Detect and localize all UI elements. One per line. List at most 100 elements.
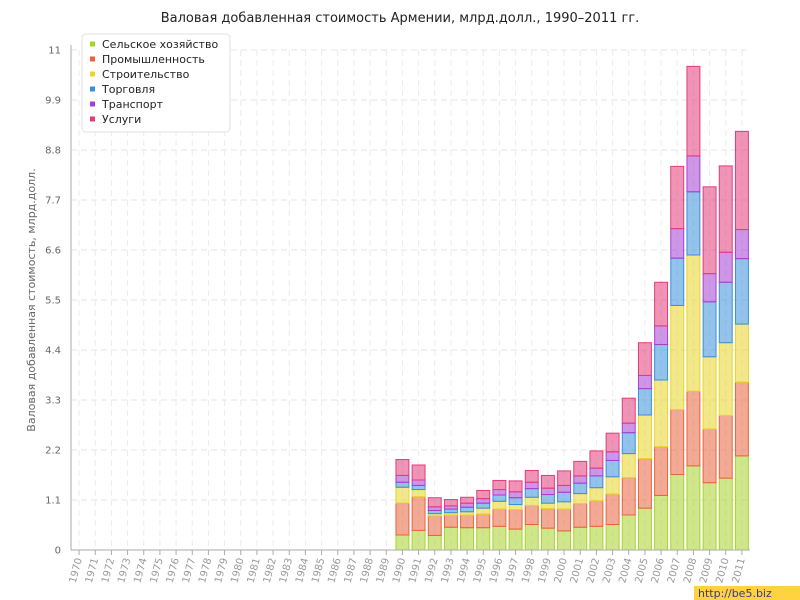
- x-tick-label: 1977: [181, 557, 198, 584]
- bar-segment: [718, 281, 733, 344]
- bar-segment: [460, 502, 475, 508]
- x-tick-label: 1978: [197, 557, 214, 584]
- bar-segment: [637, 374, 652, 390]
- bar-segment: [637, 414, 652, 460]
- y-tick-label: 4.4: [45, 346, 61, 357]
- bar-segment: [508, 504, 523, 511]
- bar-segment: [670, 409, 685, 476]
- bar-segment: [540, 502, 555, 510]
- x-tick-label: 2004: [617, 557, 634, 584]
- legend-swatch: [90, 101, 95, 107]
- bar-segment: [702, 186, 717, 275]
- x-tick-label: 1985: [310, 557, 327, 584]
- bar-segment: [637, 342, 652, 376]
- legend-label: Торговля: [101, 83, 155, 96]
- bar-segment: [524, 496, 539, 506]
- x-tick-label: 1993: [440, 557, 457, 584]
- y-tick-label: 0: [55, 546, 61, 557]
- x-tick-label: 1995: [472, 557, 489, 584]
- bar-segment: [734, 323, 749, 383]
- bar-segment: [654, 446, 669, 496]
- bar-segment: [476, 527, 491, 551]
- bar-segment: [411, 496, 426, 531]
- watermark-badge: http://be5.biz: [694, 586, 800, 600]
- bar-segment: [492, 489, 507, 496]
- x-tick-label: 1975: [149, 557, 166, 584]
- watermark-text: http://be5.biz: [698, 587, 772, 600]
- bar-segment: [540, 474, 555, 489]
- x-tick-label: 1997: [504, 557, 521, 584]
- bar-segment: [508, 480, 523, 493]
- x-tick-label: 1998: [520, 557, 537, 584]
- chart-title: Валовая добавленная стоимость Армении, м…: [161, 11, 640, 26]
- bar-segment: [557, 470, 572, 486]
- bar-segment: [395, 486, 410, 504]
- legend-swatch: [90, 71, 95, 77]
- bar-segment: [460, 527, 475, 551]
- x-tick-label: 1971: [84, 557, 101, 584]
- y-tick-label: 7.7: [45, 196, 61, 207]
- x-tick-label: 1979: [213, 557, 230, 584]
- bar-segment: [573, 493, 588, 505]
- bar-segment: [734, 455, 749, 551]
- bar-segment: [702, 356, 717, 430]
- bar-segment: [637, 388, 652, 416]
- x-tick-label: 2006: [650, 557, 667, 584]
- y-tick-label: 5.5: [45, 296, 61, 307]
- x-tick-label: 1972: [100, 557, 117, 584]
- bar-segment: [686, 65, 701, 157]
- bar-segment: [573, 482, 588, 495]
- bar-segment: [605, 524, 620, 551]
- bar-segment: [573, 460, 588, 477]
- y-axis-label: Валовая добавленная стоимость, млрд.долл…: [25, 168, 38, 431]
- legend-box: [81, 33, 231, 133]
- bar-segment: [540, 527, 555, 551]
- bar-segment: [395, 459, 410, 476]
- bar-segment: [476, 489, 491, 500]
- y-tick-label: 1.1: [45, 496, 61, 507]
- bar-segment: [524, 481, 539, 490]
- bar-segment: [411, 464, 426, 481]
- legend-label: Строительство: [102, 68, 190, 81]
- bar-segment: [427, 534, 442, 551]
- bar-segment: [411, 484, 426, 491]
- x-tick-label: 1994: [456, 557, 473, 584]
- bar-segment: [654, 379, 669, 448]
- x-tick-label: 1982: [262, 557, 279, 584]
- bar-segment: [670, 165, 685, 230]
- x-tick-label: 1990: [391, 557, 408, 584]
- bar-segment: [718, 165, 733, 253]
- bar-segment: [573, 475, 588, 484]
- bar-segment: [524, 524, 539, 551]
- x-tick-label: 1983: [278, 557, 295, 584]
- bar-segment: [492, 479, 507, 491]
- bar-segment: [702, 428, 717, 484]
- bar-segment: [654, 494, 669, 551]
- bar-stacks: [395, 65, 749, 551]
- x-tick-label: 2002: [585, 557, 602, 584]
- bar-segment: [524, 488, 539, 498]
- legend: Сельское хозяйство Промышленность Строител…: [81, 33, 231, 133]
- bar-segment: [686, 191, 701, 256]
- bar-segment: [734, 130, 749, 231]
- bar-segment: [508, 491, 523, 499]
- bar-segment: [686, 465, 701, 551]
- bar-segment: [734, 229, 749, 260]
- bar-segment: [621, 422, 636, 434]
- bar-segment: [508, 509, 523, 530]
- y-tick-label: 9.9: [45, 96, 61, 107]
- x-tick-label: 1999: [537, 557, 554, 584]
- x-tick-label: 1970: [68, 557, 85, 584]
- x-axis-ticks: 1970197119721973197419751976197719781979…: [68, 550, 748, 584]
- legend-swatch: [90, 56, 95, 62]
- legend-swatch: [90, 116, 95, 122]
- x-tick-label: 1996: [488, 557, 505, 584]
- bar-segment: [411, 479, 426, 486]
- y-tick-label: 3.3: [45, 396, 61, 407]
- y-tick-label: 8.8: [45, 146, 61, 157]
- bar-segment: [718, 251, 733, 283]
- y-tick-label: 2.2: [45, 446, 61, 457]
- x-tick-label: 2011: [731, 557, 748, 584]
- bar-segment: [718, 342, 733, 416]
- bar-segment: [395, 534, 410, 551]
